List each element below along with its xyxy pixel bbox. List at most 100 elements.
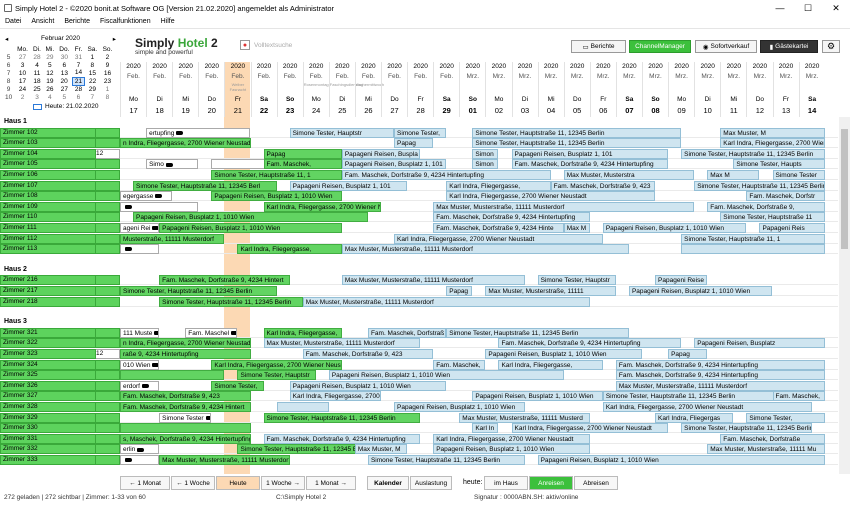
- calendar-view-button[interactable]: Kalender: [367, 476, 409, 490]
- reservation-bar[interactable]: Simone Tester, Hauptstraße 11, 1: [211, 170, 342, 180]
- calendar-day[interactable]: 9: [105, 61, 110, 69]
- room-name[interactable]: Zimmer 329: [0, 412, 96, 423]
- room-name[interactable]: Zimmer 105: [0, 159, 96, 170]
- reservation-bar[interactable]: Papag: [446, 286, 473, 296]
- date-column[interactable]: 2020 Feb. Sa 29: [433, 62, 459, 117]
- reservation-bar[interactable]: Karl Indra, Fliegergasse, 2700 Wiener Ne…: [602, 402, 812, 412]
- calendar-day[interactable]: 21: [71, 76, 86, 86]
- calendar-day[interactable]: 22: [88, 77, 97, 85]
- date-column[interactable]: 2020 Feb. Faschingsdienstag Di 25: [328, 62, 363, 117]
- date-column[interactable]: 2020 Feb. Do 27: [381, 62, 407, 117]
- settings-button[interactable]: ⚙: [822, 40, 840, 53]
- calendar-day[interactable]: 20: [60, 77, 68, 85]
- room-name[interactable]: Zimmer 326: [0, 380, 96, 391]
- calendar-day[interactable]: 1: [90, 53, 95, 61]
- reservation-bar[interactable]: Simone Tester,: [211, 380, 264, 391]
- reservation-bar[interactable]: Simone Tester, Hauptstr: [537, 275, 616, 286]
- calendar-day[interactable]: 5: [62, 93, 67, 101]
- instant-sale-button[interactable]: ◉ Sofortverkauf: [695, 40, 757, 53]
- vertical-scrollbar[interactable]: [839, 117, 850, 474]
- reservation-bar[interactable]: Max M: [563, 223, 590, 233]
- date-column[interactable]: 2020 Mrz. Fr 13: [772, 62, 799, 117]
- reservation-bar[interactable]: Papageni Reisen, Busplatz 1, 101: [341, 159, 447, 170]
- calendar-today-label[interactable]: Heute: 21.02.2020: [45, 103, 99, 110]
- reservation-bar[interactable]: Fam. Maschek, Dorfstraße 9,: [707, 201, 825, 212]
- calendar-day[interactable]: 14: [74, 69, 83, 77]
- reservation-bar[interactable]: Simone Tester, Hauptstraße 11, 12345 Ber…: [681, 423, 812, 434]
- reservation-bar[interactable]: Fam. Maschek, Dorfstraß: [367, 327, 447, 338]
- calendar-day[interactable]: 8: [90, 61, 95, 69]
- calendar-day[interactable]: 24: [18, 85, 27, 93]
- menu-berichte[interactable]: Berichte: [64, 18, 90, 25]
- calendar-day[interactable]: 8: [105, 93, 110, 101]
- reservation-bar[interactable]: Fam. Maschek, Dorfstraße 9, 423: [302, 349, 434, 359]
- reservation-bar[interactable]: [681, 244, 825, 255]
- reports-button[interactable]: ▭ Berichte: [571, 40, 626, 53]
- reservation-bar[interactable]: Simone Tester, Hauptstraße 11, 12345 Ber…: [694, 180, 825, 191]
- room-name[interactable]: Zimmer 111: [0, 223, 96, 233]
- reservation-bar[interactable]: Papageni Reise: [655, 275, 708, 286]
- date-column[interactable]: 2020 Mrz. Fr 06: [589, 62, 616, 117]
- room-name[interactable]: Zimmer 218: [0, 296, 96, 307]
- channel-manager-button[interactable]: ChannelManager: [629, 40, 691, 53]
- room-name[interactable]: Zimmer 325: [0, 370, 96, 381]
- reservation-bar[interactable]: Simone Tester,: [746, 412, 825, 423]
- reservation-bar[interactable]: 111 Muste: [120, 327, 160, 338]
- reservation-bar[interactable]: Fam. Maschek, Dorfstraße 9, 4234 Hintert: [159, 275, 290, 286]
- in-house-button[interactable]: im Haus: [484, 476, 528, 490]
- reservation-bar[interactable]: Karl Indra, Fliegergasse, 2700 Wiener Ne…: [433, 433, 590, 444]
- reservation-bar[interactable]: Karl Indra, Fliegergasse, 2700 Wiener Ne…: [211, 359, 342, 370]
- reservation-bar[interactable]: Fam. Maschek, Dorfstraße 9, 4234 Hintert…: [263, 433, 421, 444]
- reservation-bar[interactable]: Simone Tester, Hauptstraße 11, 1: [681, 233, 825, 244]
- room-name[interactable]: Zimmer 333: [0, 455, 96, 465]
- calendar-day[interactable]: 27: [18, 53, 27, 61]
- menu-ansicht[interactable]: Ansicht: [31, 18, 55, 25]
- reservation-bar[interactable]: Max Muster, Musterstraße, 11111 Musterdo…: [341, 275, 525, 286]
- calendar-day[interactable]: 3: [35, 93, 39, 101]
- calendar-day[interactable]: 25: [33, 85, 41, 93]
- reservation-bar[interactable]: [120, 201, 199, 212]
- date-column[interactable]: 2020 Feb. Sa 22: [250, 62, 277, 117]
- room-name[interactable]: Zimmer 108: [0, 191, 96, 202]
- reservation-bar[interactable]: Simone Tester, Hauptstraße 11, 12345 Ber…: [472, 138, 682, 149]
- reservation-bar[interactable]: Musterstraße, 11111 Musterdorf: [120, 233, 225, 244]
- reservation-bar[interactable]: Papageni Reis: [759, 223, 825, 233]
- reservation-bar[interactable]: Simone Tester: [159, 412, 212, 423]
- reservation-bar[interactable]: Fam. Maschek, Dorfstraße 9, 4234 Hintert…: [615, 370, 825, 381]
- reservation-bar[interactable]: erlin: [120, 444, 160, 455]
- calendar-day[interactable]: 4: [35, 61, 39, 69]
- reservation-bar[interactable]: Fam. Maschel: [185, 327, 238, 338]
- reservation-bar[interactable]: Papageni Reisen, Busplatz 1, 1010 Wien: [602, 223, 747, 233]
- search-input[interactable]: Volltextsuche: [254, 41, 293, 49]
- reservation-bar[interactable]: Papageni Reisen, Busplatz 1, 1010 Wien: [133, 212, 368, 223]
- room-name[interactable]: Zimmer 332: [0, 444, 96, 455]
- menu-hilfe[interactable]: Hilfe: [160, 18, 175, 25]
- calendar-day[interactable]: 30: [60, 53, 68, 61]
- calendar-day[interactable]: 10: [18, 69, 27, 77]
- reservation-bar[interactable]: Papageni Reisen, Busplatz 1, 1010 Wien: [485, 349, 642, 359]
- date-column[interactable]: 2020 Feb. Mi 19: [172, 62, 198, 117]
- reservation-bar[interactable]: Simone Tester, Hauptstraße 11, 12345 Ber…: [472, 127, 682, 138]
- room-name[interactable]: Zimmer 112: [0, 233, 96, 244]
- month-forward-button[interactable]: 1 Monat →: [306, 476, 356, 490]
- date-column[interactable]: 2020 Feb. Do 20: [198, 62, 224, 117]
- reservation-bar[interactable]: Simone Tester, Hauptstraße 11: [720, 212, 825, 223]
- date-column[interactable]: 2020 Mrz. Mo 09: [668, 62, 694, 117]
- reservation-bar[interactable]: Papageni Reisen, Busplatz 1, 1010 Wien: [394, 402, 525, 412]
- reservation-bar[interactable]: Fam. Maschek, Dorfstraße 9, 423: [120, 391, 251, 402]
- reservation-bar[interactable]: Simone Tester, Hauptstraße 11, 12345 Ber…: [133, 180, 277, 191]
- week-forward-button[interactable]: 1 Woche →: [261, 476, 305, 490]
- reservation-bar[interactable]: Papageni Reisen, Busplatz 1, 1010 Wien: [433, 444, 590, 455]
- reservation-bar[interactable]: Papageni Reisen, Busplatz 1, 1010 Wien: [537, 455, 825, 465]
- reservation-bar[interactable]: Max Muster, Musterstraße, 11111 Musterd: [459, 412, 590, 423]
- reservation-bar[interactable]: ertupfing: [146, 127, 251, 138]
- reservation-bar[interactable]: raße 9, 4234 Hintertupfing: [120, 349, 251, 359]
- date-column[interactable]: 2020 Mrz. Sa 07: [615, 62, 642, 117]
- reservation-bar[interactable]: Karl Indra, Fliegergasse, 2700 Wiener Ne…: [511, 423, 669, 434]
- date-column[interactable]: 2020 Feb. Mo 17: [120, 62, 146, 117]
- room-name[interactable]: Zimmer 327: [0, 391, 96, 402]
- calendar-day[interactable]: 7: [76, 61, 81, 69]
- calendar-day[interactable]: 6: [62, 61, 67, 69]
- reservation-bar[interactable]: Max Muster, Musterstraße, 11111 Mu: [707, 444, 825, 455]
- room-name[interactable]: Zimmer 216: [0, 275, 96, 286]
